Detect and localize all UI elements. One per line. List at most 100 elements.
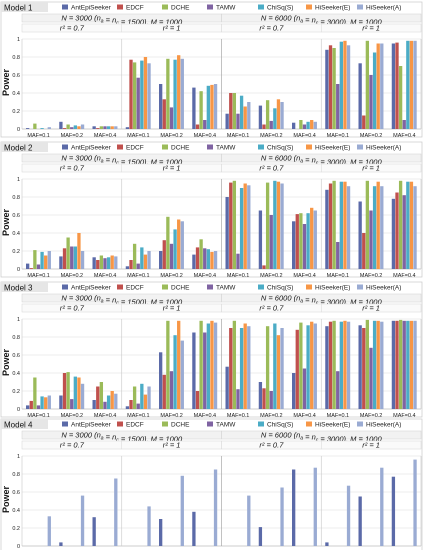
r2-box: [321, 303, 422, 313]
bar: [159, 519, 163, 546]
bar: [343, 320, 347, 409]
bar: [339, 321, 343, 409]
legend-label-7: HiSeeker(A): [366, 145, 401, 152]
bar: [413, 459, 417, 546]
bar: [103, 126, 107, 129]
r2-label: r² = 1: [163, 164, 181, 173]
bar: [77, 126, 81, 129]
y-tick-label: 0.8: [12, 55, 20, 61]
y-tick-label: 1: [17, 317, 20, 323]
bar: [258, 210, 263, 269]
bar: [306, 213, 310, 269]
legend-label-4: TAMW: [216, 5, 236, 12]
bar: [369, 75, 373, 129]
legend-label-7: HiSeeker(A): [366, 285, 401, 292]
bar: [229, 328, 233, 409]
bar: [80, 251, 85, 269]
y-tick-label: 0.2: [12, 109, 20, 115]
bar: [406, 320, 410, 409]
bar: [77, 377, 81, 409]
bar: [129, 59, 133, 130]
bar: [269, 391, 273, 409]
legend-label-5: ChiSq(S): [267, 145, 293, 152]
bar: [409, 320, 414, 409]
bar: [225, 113, 229, 129]
bar: [313, 121, 317, 129]
x-tick-label: MAF=0.4: [94, 133, 116, 139]
x-tick-label: MAF=0.1: [127, 273, 149, 279]
x-tick-label: MAF=0.1: [227, 273, 249, 279]
legend-label-1: AntEpiSeeker: [71, 5, 112, 12]
bar: [140, 247, 144, 269]
legend-label-3: DCHE: [171, 5, 190, 12]
legend-swatch-5: [258, 4, 264, 10]
bar: [213, 251, 218, 269]
bar: [239, 328, 244, 409]
legend-swatch-6: [306, 144, 312, 150]
legend-label-3: DCHE: [171, 145, 190, 152]
legend-label-6: HiSeeker(E): [315, 285, 350, 292]
bar: [40, 396, 44, 409]
bar: [239, 95, 244, 129]
r2-label: r² = 0.7: [60, 24, 85, 33]
bar: [292, 469, 296, 546]
condition-box-right: [221, 153, 422, 163]
x-tick-label: MAF=0.4: [194, 133, 216, 139]
bar: [280, 183, 284, 269]
bar: [328, 321, 333, 409]
bar: [258, 382, 263, 409]
bar: [199, 320, 203, 409]
bar: [106, 126, 111, 129]
bar: [192, 254, 196, 269]
bar: [299, 213, 303, 269]
condition-left: N = 3000 (na = nc = 1500), M = 1000: [61, 294, 183, 307]
legend-swatch-2: [117, 144, 123, 150]
bar: [36, 405, 41, 409]
bar: [103, 258, 107, 269]
bar: [276, 99, 281, 129]
bar: [391, 476, 396, 546]
bar: [336, 84, 340, 129]
bar: [280, 328, 284, 409]
bar: [376, 320, 380, 409]
bar: [358, 63, 362, 129]
bar: [192, 332, 196, 409]
bar: [258, 527, 263, 546]
model-frame: [0, 141, 423, 278]
bar: [125, 127, 130, 129]
bar: [325, 49, 329, 129]
bar: [26, 128, 30, 129]
bar: [276, 181, 281, 269]
bar: [232, 320, 237, 409]
x-tick-label: MAF=0.4: [194, 273, 216, 279]
bar: [206, 85, 210, 129]
bar: [99, 382, 104, 409]
bar: [29, 268, 33, 269]
chart-model-2: Model 2 AntEpiSeeker EDCF DCHE TAMW ChiSq(S) H…: [0, 141, 423, 279]
bar: [365, 40, 370, 129]
bar: [110, 391, 114, 409]
chart-model-3: Model 3 AntEpiSeeker EDCF DCHE TAMW ChiSq(S) H…: [0, 281, 423, 419]
bar: [362, 233, 366, 269]
bar: [413, 40, 417, 129]
bar: [413, 320, 417, 409]
bar: [129, 260, 133, 269]
bar: [232, 93, 237, 129]
legend-label-6: HiSeeker(E): [315, 145, 350, 152]
legend-swatch-6: [306, 4, 312, 10]
bar: [243, 183, 247, 269]
bar: [59, 121, 63, 129]
y-tick-label: 0.8: [12, 335, 20, 341]
bar: [409, 40, 414, 129]
legend-swatch-3: [162, 284, 168, 290]
bar: [162, 240, 166, 269]
bar: [306, 325, 310, 409]
x-tick-label: MAF=0.1: [227, 413, 249, 419]
legend-swatch-1: [62, 144, 68, 150]
x-tick-label: MAF=0.4: [293, 273, 315, 279]
bar: [92, 517, 96, 546]
bar: [395, 320, 399, 409]
model-title: Model 2: [4, 144, 33, 153]
bar: [203, 248, 207, 269]
